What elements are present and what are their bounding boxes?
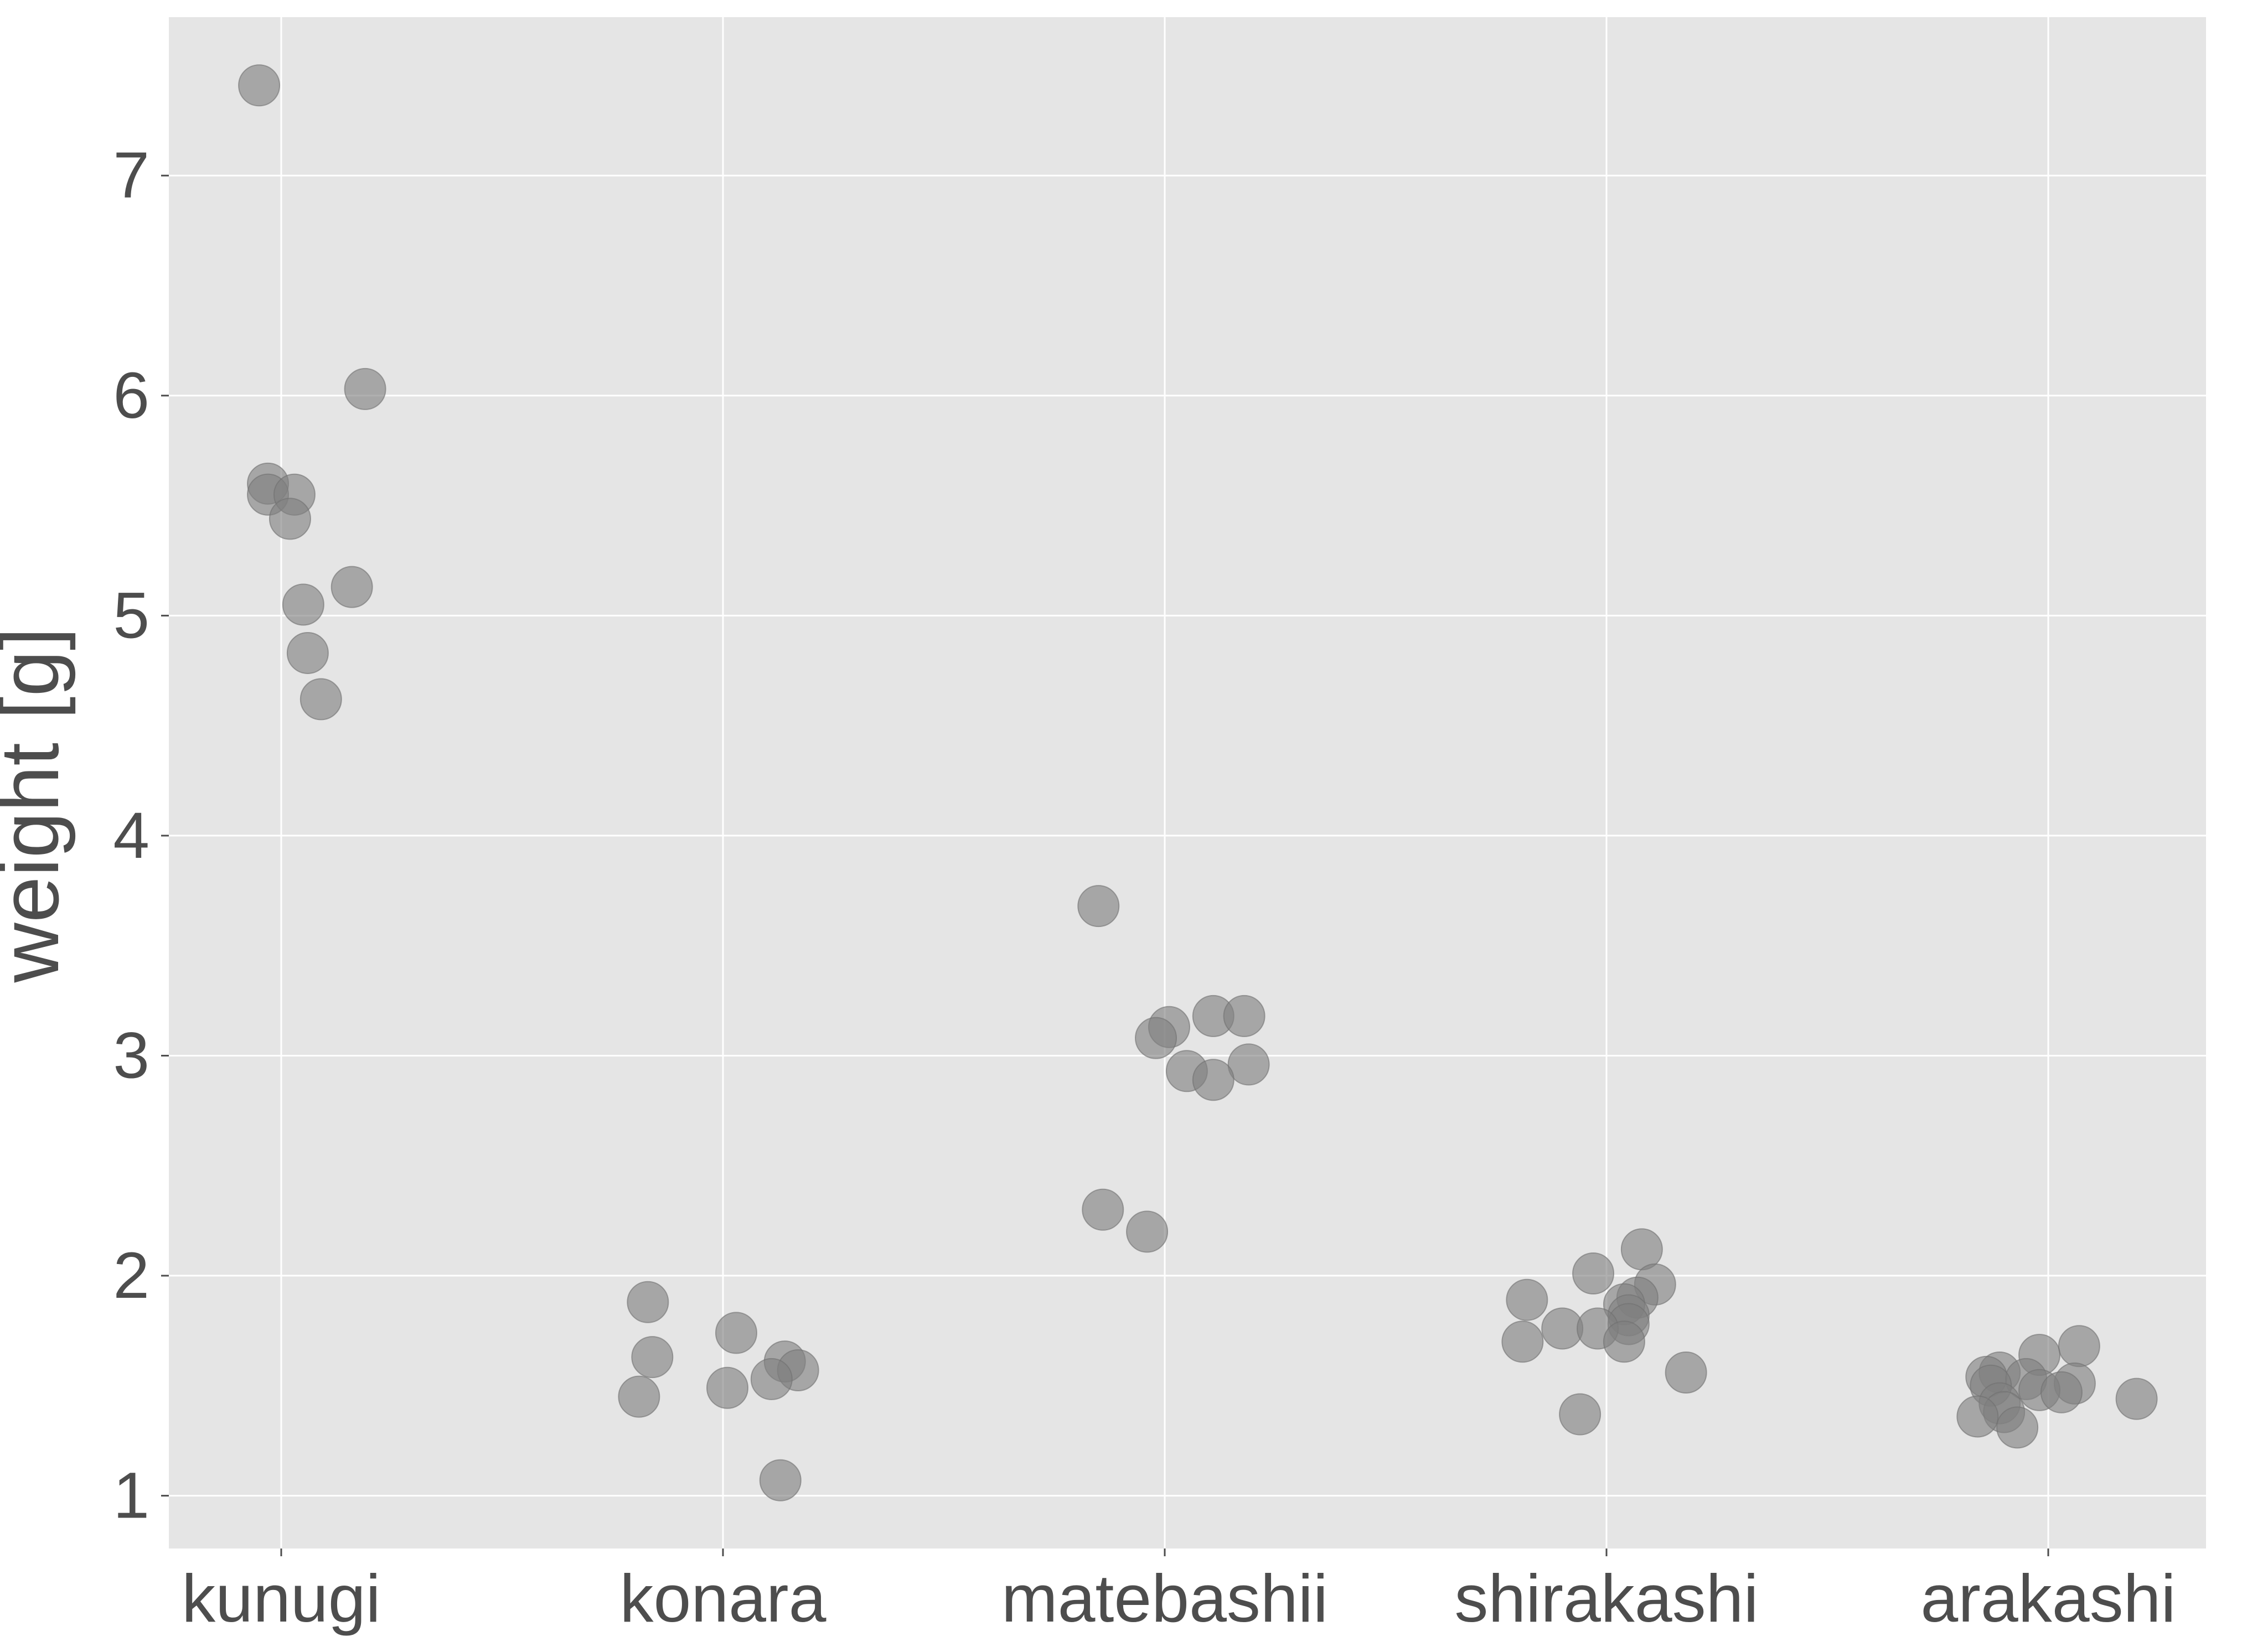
data-point-konara — [627, 1281, 669, 1323]
data-point-konara — [631, 1336, 674, 1379]
data-point-konara — [706, 1366, 748, 1409]
data-point-arakashi — [2115, 1377, 2158, 1420]
x-tick-label-arakashi: arakashi — [1920, 1561, 2176, 1636]
data-point-matebashii — [1135, 1017, 1177, 1059]
data-point-arakashi — [2058, 1325, 2100, 1368]
data-point-arakashi — [2040, 1371, 2083, 1413]
data-point-kunugi — [238, 64, 281, 107]
data-point-konara — [715, 1312, 757, 1354]
data-point-matebashii — [1192, 1059, 1234, 1101]
y-tick-label: 7 — [113, 139, 149, 212]
data-points — [238, 64, 2158, 1501]
y-axis-title: weight [g] — [0, 627, 76, 983]
x-axis: kunugi konara matebashii shirakashi arakashi — [182, 1549, 2176, 1636]
data-point-kunugi — [286, 631, 329, 674]
y-tick-label: 1 — [113, 1459, 149, 1532]
data-point-arakashi — [1996, 1406, 2039, 1449]
data-point-shirakashi — [1501, 1320, 1544, 1363]
y-tick-label: 3 — [113, 1019, 149, 1092]
data-point-matebashii — [1077, 885, 1120, 928]
x-tick-label-kunugi: kunugi — [182, 1561, 381, 1636]
y-tick-label: 6 — [113, 359, 149, 432]
y-axis: 1 2 3 4 5 6 7 — [113, 139, 169, 1532]
data-point-kunugi — [330, 566, 373, 608]
x-tick-label-shirakashi: shirakashi — [1454, 1561, 1758, 1636]
data-point-konara — [759, 1459, 802, 1501]
data-point-shirakashi — [1665, 1351, 1707, 1394]
y-tick-label: 5 — [113, 579, 149, 652]
data-point-shirakashi — [1559, 1393, 1602, 1436]
data-point-konara — [750, 1358, 793, 1400]
data-point-shirakashi — [1572, 1252, 1615, 1295]
data-point-shirakashi — [1506, 1278, 1548, 1321]
y-tick-label: 2 — [113, 1239, 149, 1312]
data-point-konara — [618, 1375, 660, 1418]
data-point-shirakashi — [1603, 1320, 1645, 1363]
data-point-matebashii — [1223, 995, 1265, 1037]
x-tick-label-matebashii: matebashii — [1001, 1561, 1328, 1636]
data-point-matebashii — [1227, 1043, 1270, 1086]
plot-panel — [169, 17, 2206, 1549]
y-tick-label: 4 — [113, 799, 149, 872]
data-point-kunugi — [268, 498, 311, 540]
data-point-kunugi — [282, 583, 324, 626]
data-point-kunugi — [299, 678, 342, 721]
data-point-matebashii — [1126, 1210, 1169, 1253]
data-point-matebashii — [1082, 1188, 1124, 1231]
data-point-arakashi — [1956, 1395, 1999, 1438]
grid-lines — [169, 17, 2206, 1549]
data-point-kunugi — [344, 367, 386, 410]
x-tick-label-konara: konara — [619, 1561, 826, 1636]
